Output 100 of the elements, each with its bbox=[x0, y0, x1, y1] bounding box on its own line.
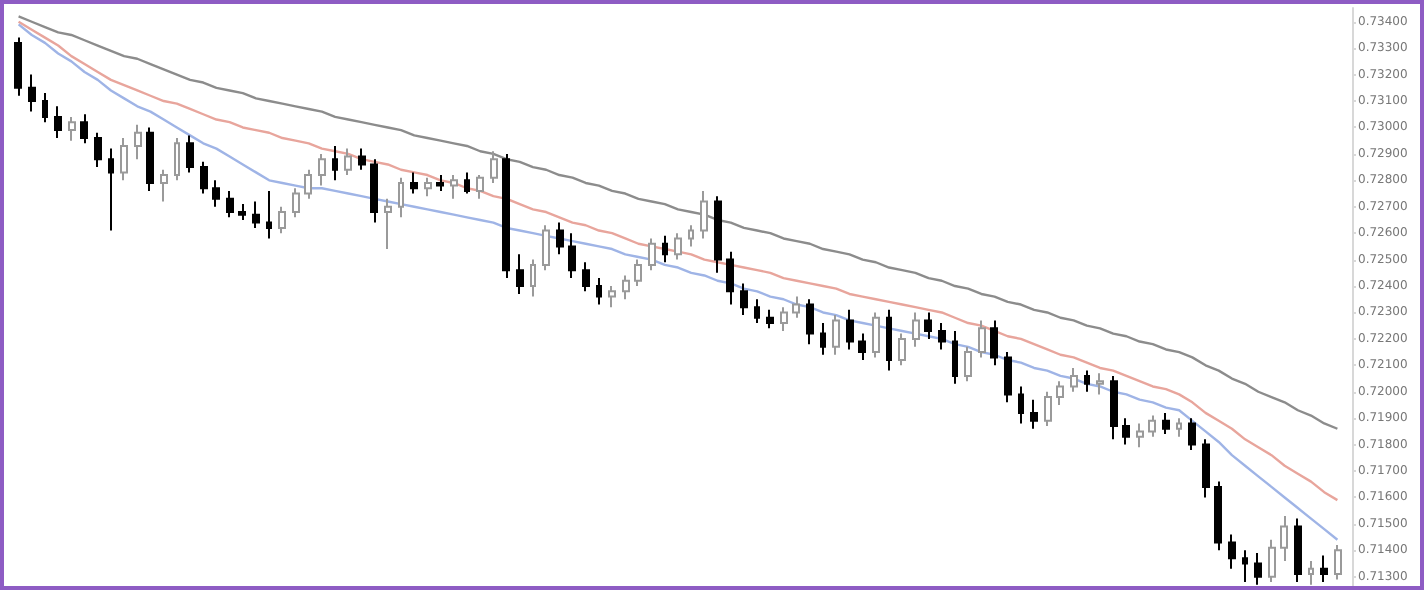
candlestick bbox=[582, 261, 590, 293]
candlestick bbox=[700, 189, 708, 240]
candlestick bbox=[938, 322, 946, 351]
candlestick bbox=[832, 314, 840, 356]
candlestick bbox=[858, 332, 866, 362]
candlestick bbox=[14, 36, 22, 97]
candlestick bbox=[278, 205, 286, 235]
candlestick bbox=[42, 92, 48, 124]
candlestick bbox=[186, 134, 194, 174]
candlestick bbox=[332, 144, 338, 182]
candlestick bbox=[120, 137, 128, 182]
candlestick bbox=[1214, 480, 1222, 552]
candlestick bbox=[990, 319, 998, 367]
candlestick bbox=[674, 232, 682, 261]
candlestick bbox=[912, 311, 920, 348]
candlestick bbox=[516, 253, 524, 295]
candlestick bbox=[370, 158, 378, 224]
candlestick bbox=[766, 308, 774, 330]
candlestick bbox=[134, 123, 142, 161]
candlestick bbox=[344, 147, 352, 177]
candlestick bbox=[464, 171, 470, 195]
candlestick bbox=[978, 319, 986, 359]
candlestick bbox=[568, 232, 576, 280]
candlestick bbox=[410, 171, 418, 195]
candlestick bbox=[146, 126, 154, 192]
candlestick bbox=[792, 295, 800, 319]
candlestick bbox=[1280, 514, 1288, 562]
candlestick bbox=[318, 152, 326, 187]
candlestick bbox=[1044, 390, 1052, 428]
candlestick bbox=[54, 105, 62, 140]
candlestick bbox=[1070, 366, 1078, 393]
candlestick bbox=[820, 322, 826, 356]
candlestick bbox=[886, 308, 892, 372]
candlestick bbox=[1136, 422, 1144, 449]
line-series bbox=[17, 15, 1339, 430]
candlestick bbox=[754, 298, 760, 325]
candlestick bbox=[1122, 417, 1130, 446]
candlestick bbox=[622, 274, 630, 301]
candlestick bbox=[952, 329, 958, 385]
candlestick bbox=[872, 311, 880, 359]
candlestick bbox=[1096, 372, 1104, 396]
candlestick bbox=[502, 152, 510, 280]
candlestick bbox=[490, 150, 498, 184]
candlestick bbox=[846, 308, 854, 351]
candlestick bbox=[28, 73, 36, 113]
candlestick bbox=[1030, 398, 1038, 430]
candlestick bbox=[1320, 554, 1328, 584]
candlestick bbox=[266, 189, 272, 240]
candlestick bbox=[964, 345, 972, 383]
candlestick bbox=[608, 285, 616, 309]
candlestick bbox=[398, 176, 404, 219]
candlestick bbox=[530, 258, 536, 298]
candlestick bbox=[384, 197, 392, 251]
candlestick bbox=[1110, 374, 1118, 441]
candlestick bbox=[1084, 369, 1090, 393]
candlestick bbox=[542, 224, 550, 272]
candlestick bbox=[780, 306, 788, 332]
candlestick bbox=[450, 174, 458, 200]
candlestick bbox=[1268, 538, 1276, 584]
candlestick bbox=[1056, 380, 1064, 406]
candlestick bbox=[1162, 411, 1170, 436]
candlestick bbox=[292, 187, 300, 219]
candlestick bbox=[634, 258, 642, 288]
candlestick bbox=[1188, 417, 1196, 451]
candlestick bbox=[1254, 551, 1262, 586]
candlestick bbox=[726, 250, 734, 306]
candlestick bbox=[424, 176, 432, 198]
candlestick bbox=[476, 174, 484, 200]
candlestick bbox=[1176, 417, 1182, 438]
candlestick bbox=[68, 115, 76, 142]
candlestick bbox=[924, 311, 932, 340]
candlestick bbox=[1334, 544, 1342, 581]
candlestick bbox=[806, 298, 814, 346]
candlestick bbox=[648, 237, 656, 272]
candlestick bbox=[174, 137, 180, 182]
candlestick bbox=[252, 200, 260, 229]
candlestick bbox=[662, 234, 668, 264]
candlestick bbox=[238, 203, 246, 221]
candlestick bbox=[212, 179, 220, 208]
candlestick bbox=[1148, 414, 1156, 438]
candlestick bbox=[94, 131, 102, 169]
candlestick bbox=[108, 147, 114, 232]
candlestick bbox=[304, 168, 312, 200]
candlestick bbox=[1242, 549, 1248, 584]
candlestick bbox=[80, 113, 88, 145]
candlestick bbox=[1202, 438, 1210, 499]
candlestick bbox=[1228, 533, 1236, 570]
candlestick bbox=[358, 147, 366, 171]
candlestick bbox=[1018, 385, 1024, 425]
candlestick bbox=[898, 332, 906, 367]
candlestick bbox=[1004, 351, 1012, 404]
candlestick bbox=[740, 282, 748, 317]
candlestick bbox=[556, 221, 564, 256]
candlestick bbox=[200, 160, 208, 195]
candlestick bbox=[688, 224, 694, 248]
candlestick bbox=[226, 189, 234, 219]
candlestick bbox=[714, 195, 722, 274]
candlestick bbox=[160, 168, 168, 203]
candlestick bbox=[436, 174, 444, 192]
candlestick bbox=[596, 277, 602, 306]
